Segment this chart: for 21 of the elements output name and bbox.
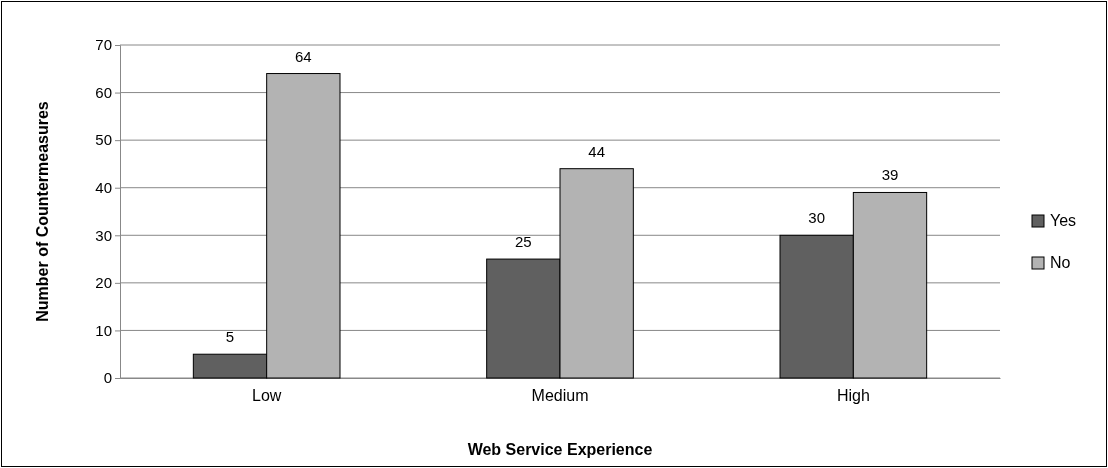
y-tick-label: 40 [95, 179, 112, 197]
data-label: 25 [514, 233, 532, 251]
y-tick-label: 60 [95, 83, 112, 101]
data-label: 5 [225, 328, 235, 346]
data-label: 64 [294, 47, 312, 65]
data-label: 44 [588, 142, 606, 160]
x-tick-label: Low [251, 387, 282, 405]
y-tick-label: 0 [103, 369, 112, 387]
y-tick-label: 10 [95, 321, 112, 339]
y-tick-label: 50 [95, 131, 112, 149]
y-tick-label: 70 [95, 36, 112, 54]
x-tick-label: High [836, 387, 870, 405]
data-label: 39 [881, 166, 899, 184]
legend-label: Yes [1050, 212, 1077, 229]
legend-label: No [1050, 254, 1071, 271]
y-tick-label: 30 [95, 226, 112, 244]
y-tick-label: 20 [95, 274, 112, 292]
x-axis-title: Web Service Experience [467, 441, 653, 458]
data-label: 30 [808, 209, 826, 227]
x-tick-label: Medium [531, 387, 589, 405]
y-axis-title: Number of Countermeasures [34, 101, 51, 322]
